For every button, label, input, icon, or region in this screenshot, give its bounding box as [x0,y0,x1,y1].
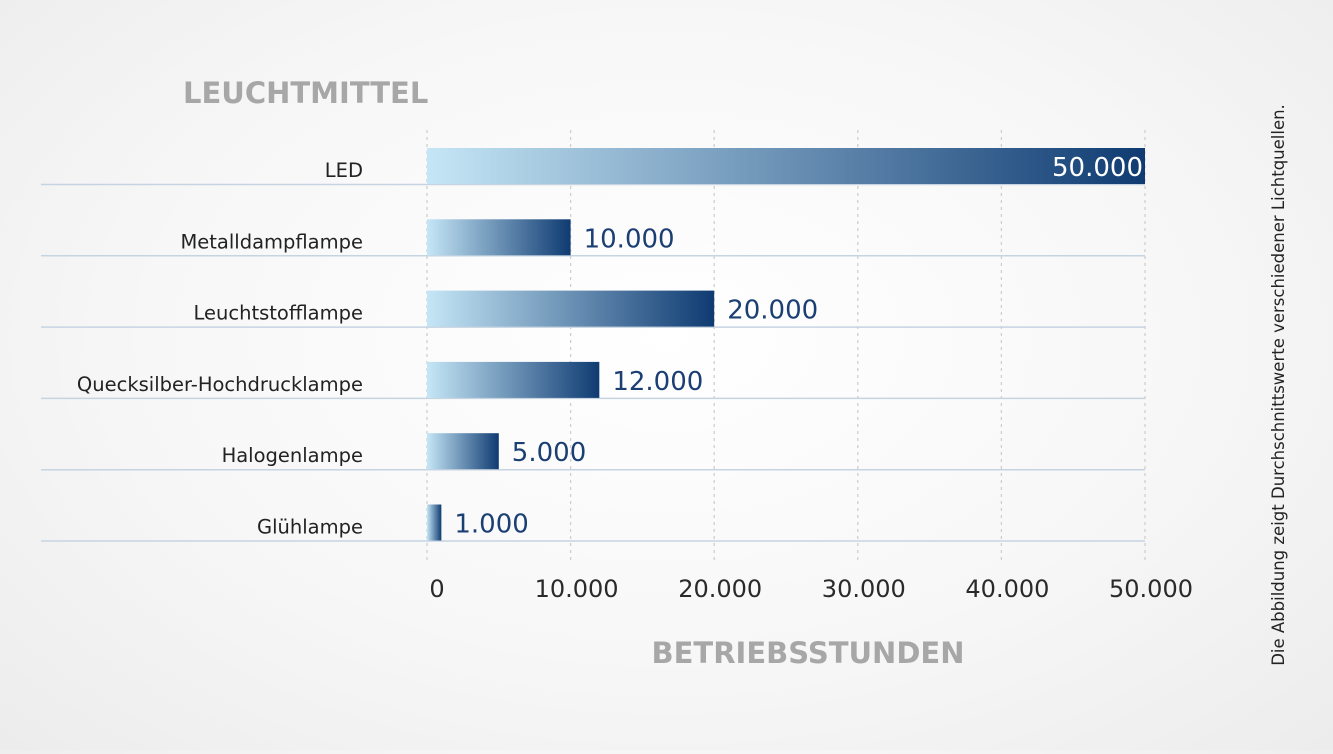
value-labels: 50.000 10.000 20.000 12.000 5.000 1.000 [454,153,1143,540]
value-label: 1.000 [454,510,528,540]
row-separators [41,183,1145,542]
value-label: 5.000 [512,438,586,468]
y-axis-title: LEUCHTMITTEL [183,76,428,110]
category-labels: LED Metalldampflampe Leuchtstofflampe Queck… [77,159,363,539]
x-axis-title: BETRIEBSSTUNDEN [652,636,965,670]
bar-glühlampe [427,504,442,541]
footnote-text: Die Abbildung zeigt Durchschnittswerte v… [1269,104,1288,666]
value-label: 10.000 [584,224,675,254]
x-tick-label: 40.000 [965,575,1049,603]
bar-halogenlampe [427,433,499,470]
category-label: Quecksilber-Hochdrucklampe [77,373,363,396]
x-tick-label: 10.000 [535,575,619,603]
category-label: Metalldampflampe [180,230,363,253]
value-label: 12.000 [612,367,703,397]
category-label: Glühlampe [257,516,363,539]
bar-led [427,148,1145,184]
bar-quecksilber-hochdrucklampe [427,361,600,398]
bars [427,148,1145,541]
category-label: Leuchtstofflampe [193,302,363,325]
category-label: LED [325,159,363,182]
gridlines [426,130,1146,560]
x-tick-labels: 0 10.000 20.000 30.000 40.000 50.000 [429,575,1193,603]
x-tick-label: 50.000 [1109,575,1193,603]
value-label: 50.000 [1052,153,1143,183]
bar-leuchtstofflampe [427,290,715,327]
x-tick-label: 0 [429,575,444,603]
x-tick-label: 20.000 [678,575,762,603]
category-label: Halogenlampe [222,444,363,467]
bar-metalldampflampe [427,219,571,256]
value-label: 20.000 [727,296,818,326]
x-tick-label: 30.000 [822,575,906,603]
